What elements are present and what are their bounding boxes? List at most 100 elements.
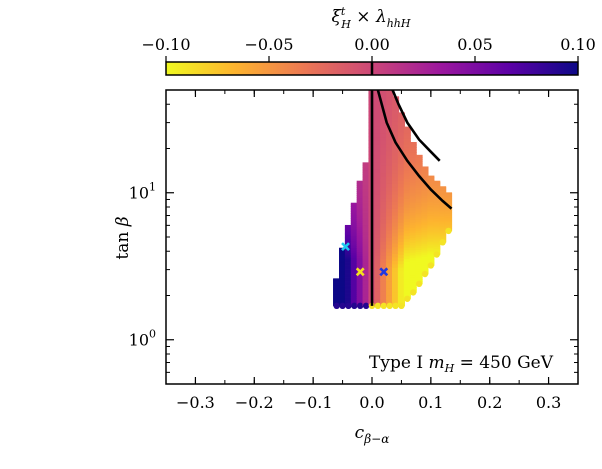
scan-point [380, 132, 388, 138]
scan-point [392, 274, 400, 279]
scan-point [439, 202, 447, 204]
scan-point [415, 195, 423, 199]
scan-point [409, 147, 417, 151]
scan-point [362, 176, 370, 180]
scan-point [433, 216, 441, 219]
scan-point [409, 261, 417, 266]
scan-point [344, 269, 352, 272]
scan-point [415, 223, 423, 227]
scan-point [362, 190, 370, 195]
scan-point [415, 240, 423, 244]
scan-point [439, 224, 447, 227]
scan-point [392, 120, 400, 126]
scan-point [403, 284, 411, 288]
scan-point [439, 186, 447, 188]
scan-point [409, 189, 417, 193]
scan-point [403, 261, 411, 265]
scan-point [374, 96, 382, 102]
scan-point [380, 240, 388, 246]
scan-point [350, 293, 358, 296]
scan-point [444, 192, 453, 194]
scan-point [386, 154, 394, 159]
scan-point [344, 224, 352, 228]
scan-point [433, 190, 441, 193]
scan-point [380, 226, 388, 231]
scan-point [397, 273, 405, 278]
scan-point [421, 253, 429, 257]
scan-point [350, 264, 358, 267]
scan-point [421, 252, 429, 255]
scan-point [392, 232, 400, 237]
scan-point [409, 179, 417, 183]
scan-point [374, 287, 382, 292]
x-tick-label: −0.1 [294, 393, 333, 412]
scan-point [409, 152, 417, 156]
scan-point [427, 242, 435, 246]
scan-point [374, 204, 382, 210]
scan-point [339, 300, 347, 303]
scan-point [415, 214, 423, 218]
scan-point [344, 271, 352, 275]
scan-point [427, 250, 435, 253]
scan-point [374, 208, 382, 213]
scan-point [339, 255, 347, 258]
scan-point [421, 268, 429, 271]
scan-point [392, 197, 400, 202]
scan-point [439, 236, 447, 239]
scan-point [403, 198, 411, 202]
scan-point [439, 196, 447, 199]
scan-point [409, 274, 417, 278]
colorbar-tick-label: −0.10 [141, 35, 190, 54]
scan-point [421, 227, 429, 230]
scan-point [339, 299, 347, 302]
scan-point [409, 211, 417, 216]
scan-point [344, 267, 352, 271]
scan-point [403, 166, 411, 171]
scan-point [415, 186, 423, 190]
scan-point [427, 235, 435, 238]
scan-point [397, 196, 405, 201]
scan-point [344, 263, 352, 267]
scan-point [362, 202, 370, 207]
scan-point [362, 219, 370, 223]
scan-point [362, 284, 370, 288]
scan-point [350, 290, 358, 293]
scan-point [374, 179, 382, 184]
scan-point [439, 191, 447, 194]
scan-point [397, 244, 405, 249]
scan-point [409, 284, 417, 288]
scan-point [403, 203, 411, 208]
scan-point [392, 225, 400, 230]
scan-point [374, 154, 382, 159]
scan-point [392, 106, 400, 112]
scan-point [362, 233, 370, 238]
scan-point [403, 181, 411, 185]
scan-point [356, 193, 364, 197]
scan-point [344, 294, 352, 297]
scan-point [439, 193, 447, 196]
scan-point [397, 173, 405, 178]
scan-point [392, 260, 400, 265]
scan-point [339, 264, 347, 266]
scan-point [427, 190, 435, 193]
scan-point [409, 177, 417, 181]
scan-point [350, 278, 358, 281]
scan-point [350, 247, 358, 250]
scan-point [433, 230, 441, 233]
scan-point [356, 249, 364, 253]
scan-point [339, 283, 347, 286]
scan-point [403, 169, 411, 174]
scan-point [397, 125, 405, 130]
scan-point [439, 208, 447, 211]
scan-point [374, 186, 382, 192]
scan-point [439, 217, 447, 220]
scan-point [386, 204, 394, 210]
scan-point [439, 228, 447, 230]
scan-point [386, 139, 394, 145]
scan-point [392, 166, 400, 171]
scan-point [397, 128, 405, 133]
scan-point [339, 256, 347, 259]
scan-point [392, 239, 400, 244]
scan-point [374, 251, 382, 256]
scan-point [344, 296, 352, 299]
